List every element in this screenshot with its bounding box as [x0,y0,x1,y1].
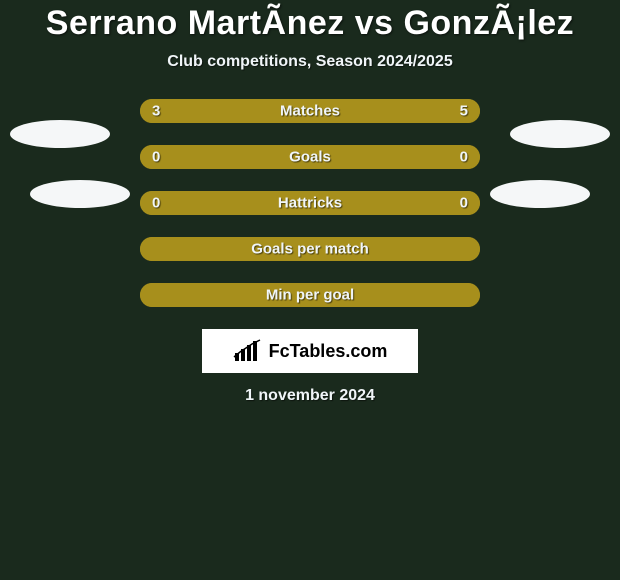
left-oval-1 [10,120,110,148]
page-subtitle: Club competitions, Season 2024/2025 [0,53,620,71]
footer-date: 1 november 2024 [0,387,620,405]
metric-row: 3 5 Matches [140,99,480,123]
metric-row: 0 0 Goals [140,145,480,169]
right-oval-1 [510,120,610,148]
logo-box: FcTables.com [202,329,418,373]
metric-value-right: 5 [460,103,468,120]
metric-value-left: 3 [152,103,160,120]
logo-bars-icon [233,339,263,363]
metric-row: Goals per match [140,237,480,261]
metric-label: Min per goal [266,287,354,304]
metric-value-right: 0 [460,149,468,166]
left-player-ovals [10,120,110,208]
metric-row: 0 0 Hattricks [140,191,480,215]
metric-label: Goals per match [251,241,369,258]
metric-value-left: 0 [152,149,160,166]
metric-value-right: 0 [460,195,468,212]
metric-label: Hattricks [278,195,342,212]
metric-value-left: 0 [152,195,160,212]
metric-row: Min per goal [140,283,480,307]
page-title: Serrano MartÃ­nez vs GonzÃ¡lez [0,4,620,43]
metric-label: Goals [289,149,331,166]
left-oval-2 [30,180,130,208]
logo-text: FcTables.com [269,341,388,362]
comparison-rows: 3 5 Matches 0 0 Goals 0 0 Hattricks Goals per mat… [140,99,480,307]
metric-label: Matches [280,103,340,120]
page-root: Serrano MartÃ­nez vs GonzÃ¡lez Club comp… [0,0,620,580]
right-oval-2 [490,180,590,208]
right-player-ovals [510,120,610,208]
